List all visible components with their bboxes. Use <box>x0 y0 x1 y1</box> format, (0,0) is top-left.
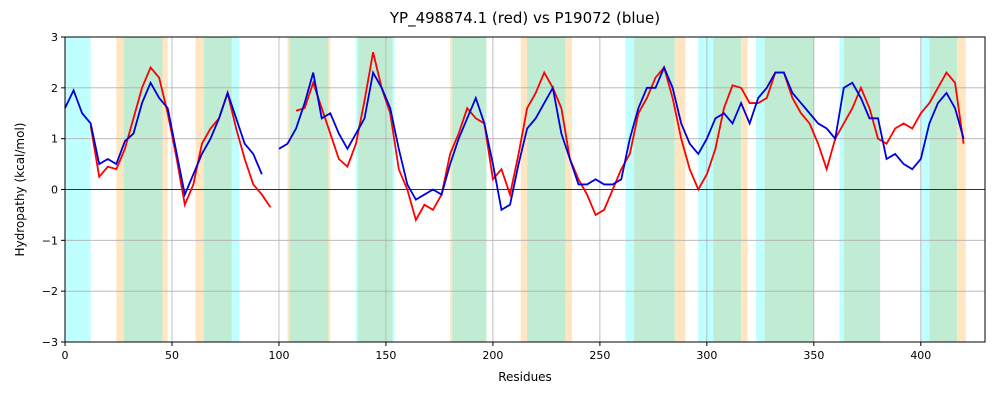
x-tick-label: 50 <box>165 349 179 362</box>
x-axis-label: Residues <box>498 370 552 384</box>
y-tick-label: −1 <box>42 234 58 247</box>
x-tick-label: 300 <box>696 349 717 362</box>
y-tick-label: 2 <box>51 82 58 95</box>
plot-frame <box>64 36 986 343</box>
series-line <box>89 52 965 223</box>
x-tick-label: 350 <box>803 349 824 362</box>
x-tick-label: 0 <box>62 349 69 362</box>
y-tick-label: 3 <box>51 31 58 44</box>
y-tick-label: −3 <box>42 336 58 349</box>
y-tick-label: 1 <box>51 133 58 146</box>
x-tick-label: 100 <box>268 349 289 362</box>
x-tick-label: 200 <box>482 349 503 362</box>
x-tick-label: 150 <box>375 349 396 362</box>
chart-title: YP_498874.1 (red) vs P19072 (blue) <box>389 9 660 28</box>
series-line <box>64 65 965 212</box>
y-tick-label: −2 <box>42 285 58 298</box>
y-axis-label: Hydropathy (kcal/mol) <box>13 123 27 257</box>
x-tick-label: 400 <box>910 349 931 362</box>
x-tick-label: 250 <box>589 349 610 362</box>
y-tick-label: 0 <box>51 184 58 197</box>
